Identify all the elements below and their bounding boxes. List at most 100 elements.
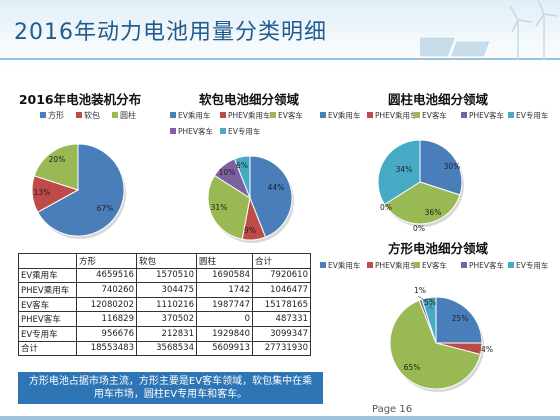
data-label: 30% xyxy=(444,162,461,171)
legend-swatch xyxy=(76,112,82,118)
table-header-cell: 圆柱 xyxy=(196,253,253,269)
table-row: EV乘用车 4659516 1570510 1690584 7920610 xyxy=(18,267,311,284)
pie-slice xyxy=(435,296,483,344)
leader-line xyxy=(417,295,433,307)
legend-swatch xyxy=(414,262,420,268)
table-cell: 1742 xyxy=(196,282,253,298)
data-label: 1% xyxy=(414,286,426,295)
chart-title: 方形电池细分领域 xyxy=(388,241,489,256)
legend-label: PHEV乘用车 xyxy=(375,110,418,120)
legend-swatch xyxy=(461,112,467,118)
table-cell: 12080202 xyxy=(76,296,137,313)
wind-turbine-decoration xyxy=(420,0,559,60)
legend-swatch xyxy=(367,262,373,268)
table-cell: 18553483 xyxy=(76,340,137,357)
data-label: 20% xyxy=(49,155,66,164)
legend-label: 圆柱 xyxy=(120,110,136,120)
table-row: EV客车 12080202 1110216 1987747 15178165 xyxy=(18,296,311,313)
pie-chart-3: 圆柱电池细分领域 EV乘用车 PHEV乘用车 EV客车 PHEV客车 EV专用车 30% 0%… xyxy=(320,92,549,233)
legend-swatch xyxy=(112,112,118,118)
data-label: 4% xyxy=(481,345,493,354)
table-cell: 3099347 xyxy=(252,325,311,342)
table-row-label: 合计 xyxy=(18,340,77,357)
page-title: 2016年动力电池用量分类明细 xyxy=(14,20,327,45)
legend-label: EV专用车 xyxy=(516,110,549,120)
data-label: 0% xyxy=(380,203,392,212)
legend-swatch xyxy=(414,112,420,118)
data-label: 31% xyxy=(211,203,228,212)
legend-swatch xyxy=(270,112,276,118)
pie-slice xyxy=(389,299,482,390)
chart-title: 2016年电池装机分布 xyxy=(19,92,142,107)
pie-slice xyxy=(419,139,463,196)
table-cell: 1570510 xyxy=(136,267,197,284)
table-cell: 0 xyxy=(196,311,253,327)
data-label: 65% xyxy=(404,363,421,372)
table-cell: 1987747 xyxy=(196,296,253,313)
table-row: PHEV乘用车 740260 304475 1742 1046477 xyxy=(18,282,311,298)
pie-chart-2: 软包电池细分领域 EV乘用车 PHEV乘用车 EV客车 PHEV客车 EV专用车 44% 9%… xyxy=(170,92,303,243)
chart-title: 圆柱电池细分领域 xyxy=(388,92,489,107)
table-header-cell: 软包 xyxy=(136,253,197,269)
legend-swatch xyxy=(508,112,514,118)
table-cell: 487331 xyxy=(252,311,311,327)
table-cell: 1110216 xyxy=(136,296,197,313)
data-label: 36% xyxy=(425,208,442,217)
table-row: 合计 18553483 3568534 5609913 27731930 xyxy=(18,340,311,357)
legend-swatch xyxy=(320,262,326,268)
table-row-label: EV客车 xyxy=(18,296,77,313)
header-divider xyxy=(0,58,560,60)
table-row-label: PHEV乘用车 xyxy=(18,282,77,298)
pie-slice xyxy=(249,155,293,238)
table-cell: 4659516 xyxy=(76,267,137,284)
legend-label: PHEV客车 xyxy=(469,260,505,270)
legend-label: EV乘用车 xyxy=(328,260,361,270)
pie-slice xyxy=(377,139,421,206)
table-cell: 27731930 xyxy=(252,340,311,357)
table-cell: 3568534 xyxy=(136,340,197,357)
legend-label: EV乘用车 xyxy=(328,110,361,120)
footer-line xyxy=(0,416,560,420)
table-row-label: EV乘用车 xyxy=(18,267,77,284)
table-cell: 7920610 xyxy=(252,267,311,284)
summary-caption: 方形电池占据市场主流，方形主要是EV客车领域，软包集中在乘用车市场，圆柱EV专用… xyxy=(18,372,323,404)
chart-title: 软包电池细分领域 xyxy=(199,92,300,107)
legend-label: PHEV乘用车 xyxy=(228,110,271,120)
data-label: 44% xyxy=(268,183,285,192)
leader-line xyxy=(469,349,479,353)
pie-slice xyxy=(383,181,461,225)
legend-swatch xyxy=(320,112,326,118)
legend-label: EV客车 xyxy=(278,110,303,120)
table-cell: 304475 xyxy=(136,282,197,298)
data-label: 34% xyxy=(396,165,413,174)
legend-swatch xyxy=(170,112,176,118)
table-header-row: 方形 软包 圆柱 合计 xyxy=(18,253,311,269)
pie-slice xyxy=(233,155,251,199)
legend-swatch xyxy=(461,262,467,268)
legend-swatch xyxy=(367,112,373,118)
legend-label: 软包 xyxy=(84,110,100,120)
table-cell: 1929840 xyxy=(196,325,253,342)
table-row: EV专用车 956676 212831 1929840 3099347 xyxy=(18,325,311,342)
leader-lines xyxy=(417,295,479,353)
table-row: PHEV客车 116829 370502 0 487331 xyxy=(18,311,311,327)
legend-swatch xyxy=(508,262,514,268)
legend-label: EV乘用车 xyxy=(178,110,211,120)
table-header-cell: 方形 xyxy=(76,253,137,269)
legend-label: PHEV乘用车 xyxy=(375,260,418,270)
leader-line xyxy=(428,305,434,310)
data-label: 0% xyxy=(413,224,425,233)
pie-slice xyxy=(37,143,125,237)
legend-label: EV专用车 xyxy=(516,260,549,270)
legend-swatch xyxy=(170,128,176,134)
legend-label: PHEV客车 xyxy=(469,110,505,120)
legend-label: EV客车 xyxy=(422,260,447,270)
table-cell: 5609913 xyxy=(196,340,253,357)
data-label: 10% xyxy=(219,168,236,177)
data-label: 6% xyxy=(236,161,248,170)
legend-swatch xyxy=(220,128,226,134)
data-label: 9% xyxy=(244,226,256,235)
table-cell: 116829 xyxy=(76,311,137,327)
table-cell: 15178165 xyxy=(252,296,311,313)
